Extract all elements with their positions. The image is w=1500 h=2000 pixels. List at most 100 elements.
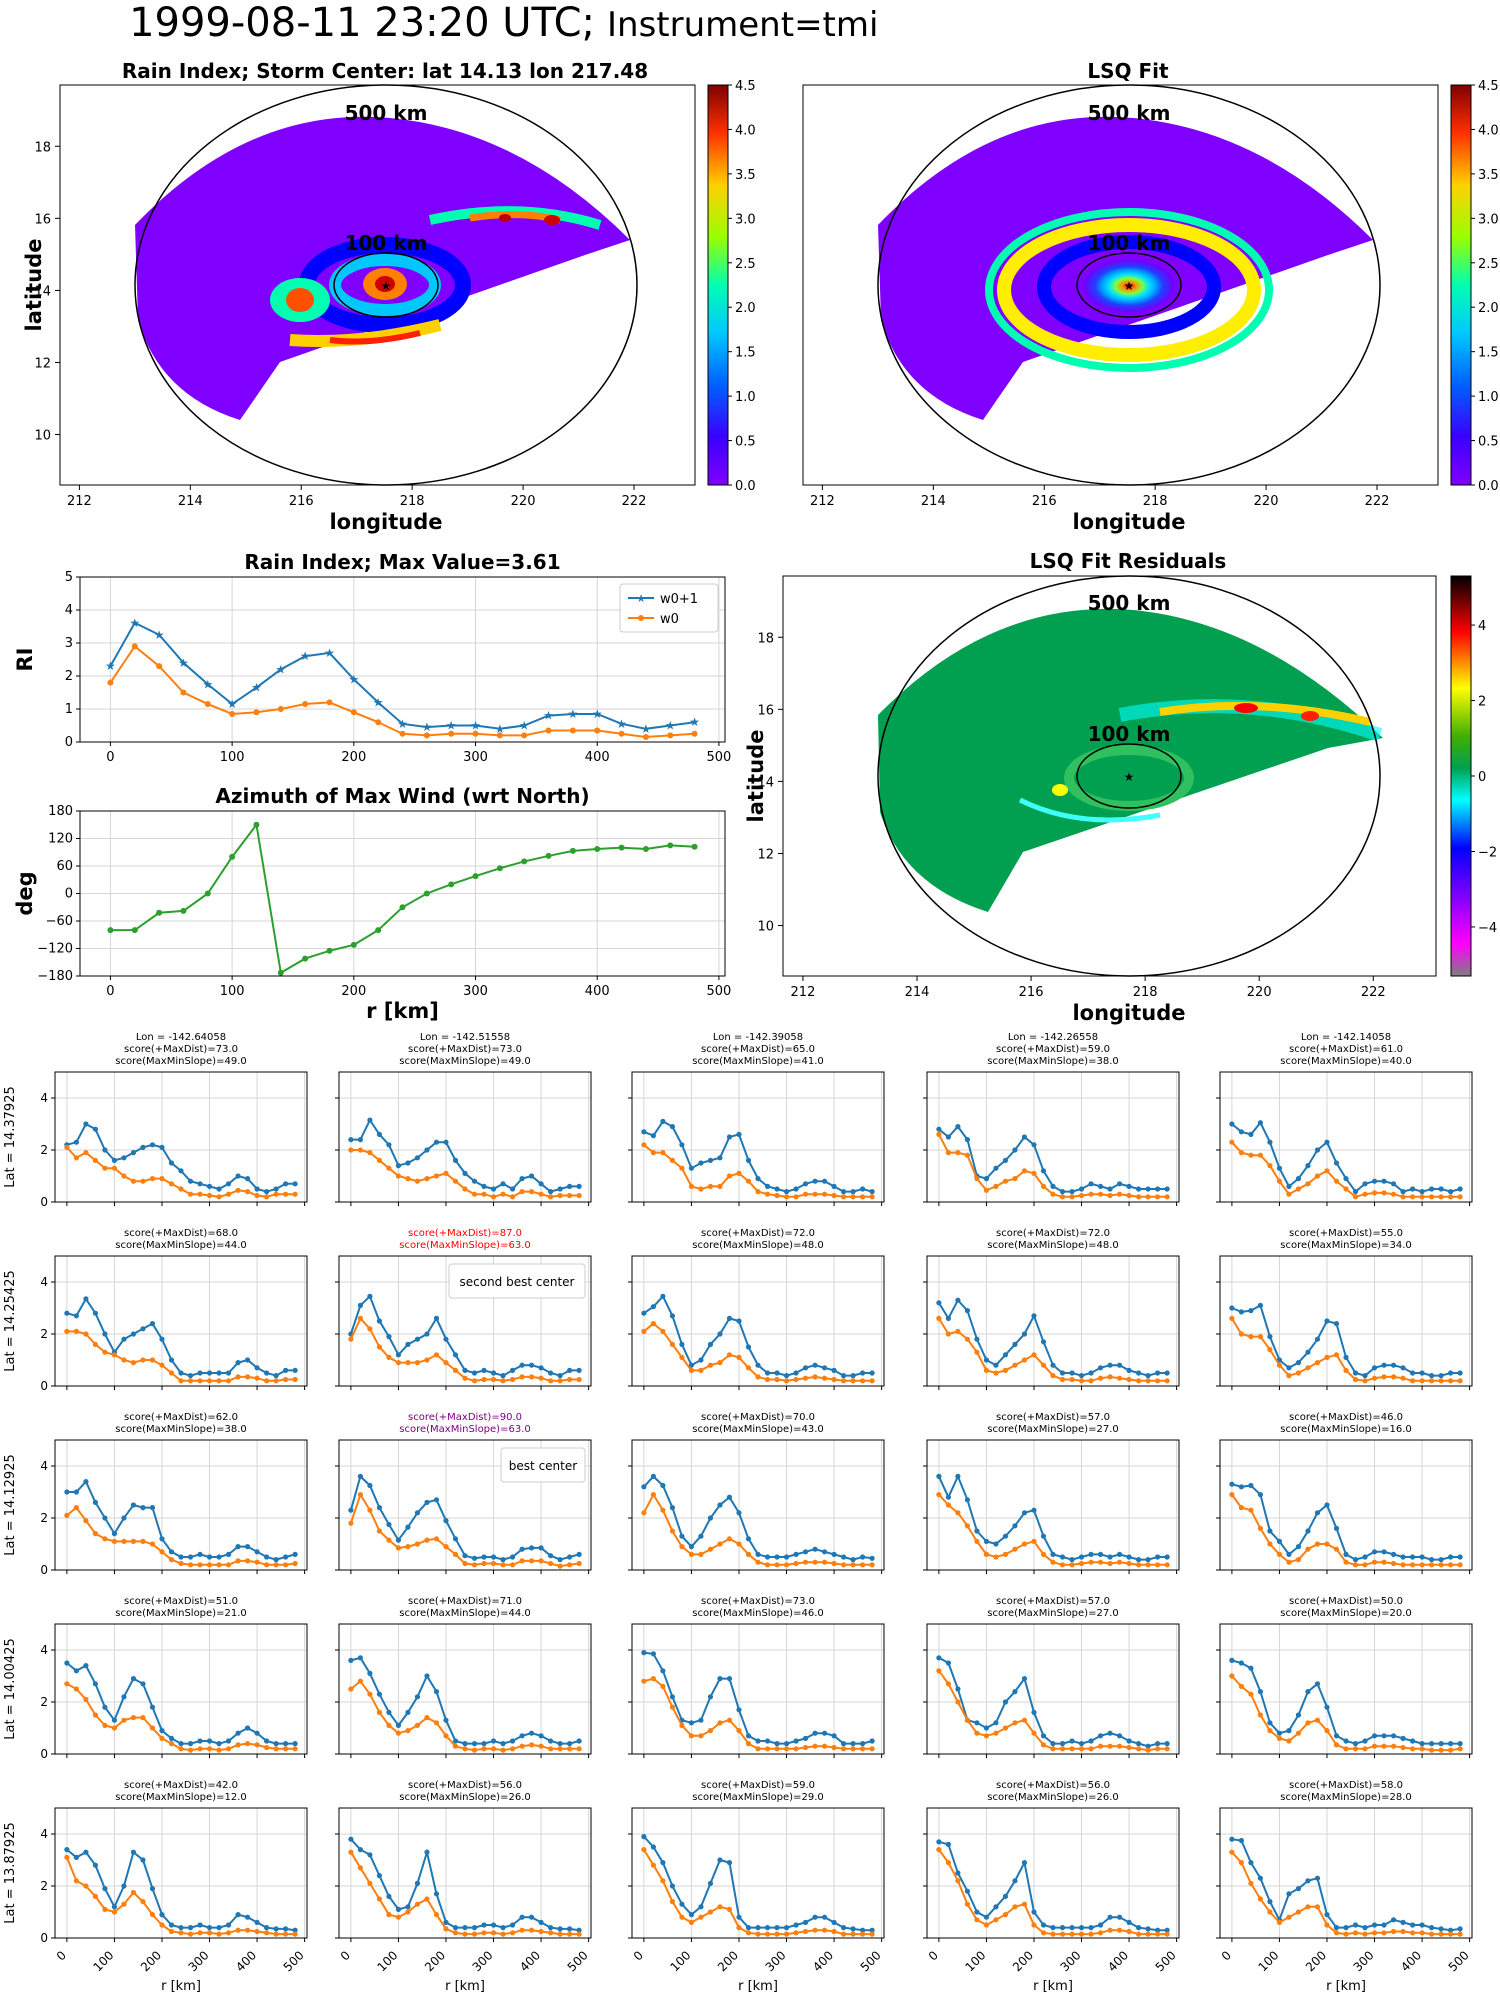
residuals-map-xlabel: longitude xyxy=(1072,1001,1185,1025)
rain-index-500km-ring xyxy=(134,84,638,486)
panel-score-maxdist: score(+MaxDist)=56.0 xyxy=(996,1780,1110,1791)
panel-point xyxy=(1021,1357,1028,1363)
panel-point xyxy=(1050,1559,1056,1565)
panel-point xyxy=(1295,1360,1302,1366)
panel-point xyxy=(462,1931,468,1937)
panel-point xyxy=(490,1370,497,1376)
panel-point xyxy=(831,1928,837,1935)
panel-frame xyxy=(1219,1071,1473,1203)
panel-point xyxy=(945,1331,951,1337)
panel-point xyxy=(774,1746,780,1752)
panel-point xyxy=(1229,1492,1235,1498)
panel-point xyxy=(1343,1354,1349,1360)
panel-point xyxy=(869,1562,875,1568)
panel-point xyxy=(547,1738,554,1744)
panel-point xyxy=(1097,1375,1104,1381)
panel-plot-area xyxy=(55,1440,307,1570)
panel-point xyxy=(567,1741,573,1747)
panel-point xyxy=(1324,1728,1330,1734)
panel-point xyxy=(73,1878,79,1884)
chart-title: Azimuth of Max Wind (wrt North) xyxy=(215,784,589,808)
panel-point xyxy=(1438,1747,1444,1753)
chart-point xyxy=(302,955,309,962)
residuals-storm-center-marker: ★ xyxy=(1124,770,1135,784)
chart-point: ★ xyxy=(616,717,627,731)
panel-point xyxy=(1448,1189,1454,1195)
panel-point xyxy=(1145,1373,1151,1379)
panel-point xyxy=(983,1367,990,1373)
panel-point xyxy=(357,1865,363,1871)
panel-point xyxy=(519,1189,525,1195)
panel-point xyxy=(764,1738,771,1744)
panel-point xyxy=(159,1144,165,1150)
panel-point xyxy=(1428,1741,1435,1747)
panel-point xyxy=(528,1558,535,1564)
panel-point xyxy=(206,1925,213,1931)
panel-point xyxy=(519,1546,525,1552)
panel-point xyxy=(1012,1689,1018,1695)
panel-point xyxy=(802,1559,809,1565)
panel-plot-area xyxy=(632,1808,884,1938)
lsq-fit-map: LSQ Fit 500 km 100 km ★ 212 214 216 218 220 2… xyxy=(802,59,1499,534)
panel-point xyxy=(955,1328,961,1334)
panel-point xyxy=(1116,1743,1123,1749)
panel-point xyxy=(1276,1178,1283,1184)
panel-point xyxy=(755,1362,761,1368)
panel-point xyxy=(576,1376,582,1383)
panel-point xyxy=(159,1912,165,1918)
panel-ytick-label: 0 xyxy=(40,1379,48,1393)
panel-point xyxy=(821,1549,828,1555)
map-xtick-label: 214 xyxy=(921,494,946,509)
panel-point xyxy=(993,1904,999,1910)
panel-point xyxy=(850,1557,856,1563)
panel-point xyxy=(519,1362,525,1368)
search-panel-r1-c1: score(+MaxDist)=87.0score(MaxMinSlope)=6… xyxy=(335,1228,592,1390)
panel-point xyxy=(1126,1738,1132,1744)
panel-point xyxy=(452,1551,459,1557)
panel-point xyxy=(1267,1528,1273,1534)
panel-point xyxy=(168,1160,175,1166)
panel-point xyxy=(1314,1336,1321,1342)
panel-point xyxy=(641,1678,647,1684)
panel-point xyxy=(1390,1374,1397,1380)
panel-score-maxminslope: score(MaxMinSlope)=40.0 xyxy=(1280,1056,1411,1067)
panel-point xyxy=(273,1186,279,1192)
panel-score-maxdist: score(+MaxDist)=61.0 xyxy=(1289,1044,1403,1055)
panel-point xyxy=(149,1505,156,1511)
panel-point xyxy=(1248,1880,1254,1886)
panel-score-maxdist: score(+MaxDist)=87.0 xyxy=(408,1228,522,1239)
panel-point xyxy=(1059,1925,1066,1931)
panel-point xyxy=(1305,1349,1311,1355)
panel-point xyxy=(528,1374,535,1380)
panel-point xyxy=(1126,1192,1132,1199)
panel-point xyxy=(1409,1738,1416,1744)
panel-point xyxy=(443,1336,449,1342)
map-xtick-label: 212 xyxy=(791,985,816,1000)
panel-point xyxy=(405,1524,411,1530)
chart-point: ★ xyxy=(519,719,530,733)
panel-point xyxy=(490,1746,497,1752)
panel-point xyxy=(140,1538,146,1544)
panel-point xyxy=(519,1733,525,1739)
panel-xtick-label: 400 xyxy=(1105,1948,1131,1974)
panel-point xyxy=(1126,1367,1132,1373)
panel-point xyxy=(793,1376,799,1383)
panel-point xyxy=(793,1738,799,1744)
panel-ytick-label: 0 xyxy=(40,1563,48,1577)
panel-xtick-label: 300 xyxy=(1351,1948,1377,1974)
panel-score-maxminslope: score(MaxMinSlope)=12.0 xyxy=(115,1792,246,1803)
panel-point xyxy=(1031,1507,1037,1513)
panel-point xyxy=(567,1562,573,1568)
map-xtick-label: 220 xyxy=(1254,494,1279,509)
panel-point xyxy=(1116,1375,1123,1381)
panel-point xyxy=(783,1746,790,1752)
panel-point xyxy=(206,1378,213,1384)
panel-point xyxy=(1040,1183,1047,1189)
panel-point xyxy=(774,1370,780,1376)
panel-point xyxy=(1419,1741,1425,1747)
chart-point: ★ xyxy=(275,662,286,676)
panel-point xyxy=(955,1297,961,1303)
panel-point xyxy=(1012,1523,1018,1529)
panel-point xyxy=(500,1741,506,1747)
panel-point xyxy=(1145,1186,1151,1192)
